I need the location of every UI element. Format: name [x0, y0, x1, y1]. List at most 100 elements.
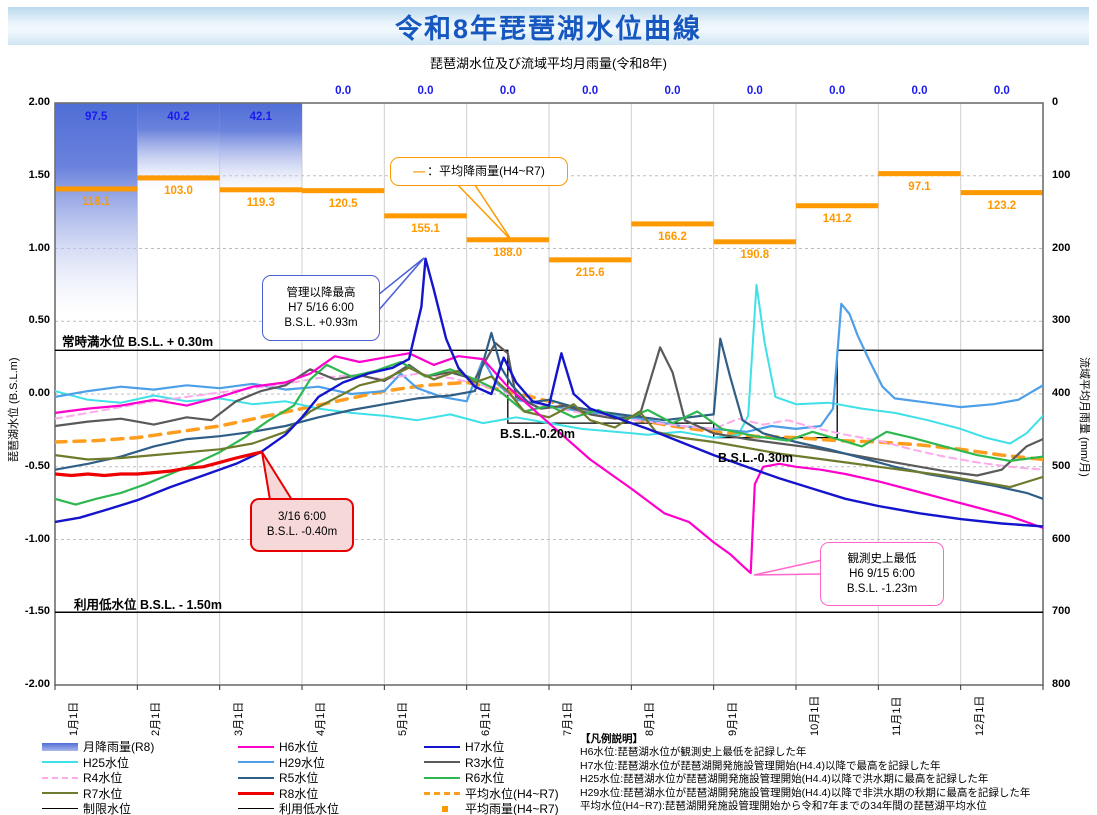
legend-swatch-icon: [42, 761, 78, 764]
water-level-chart: [54, 102, 1044, 690]
right-axis-tick-300: 300: [1052, 314, 1071, 327]
rain-avg-value-4: 120.5: [328, 197, 358, 210]
record-high-callout: 管理以降最高 H7 5/16 6:00 B.S.L. +0.93m: [262, 275, 380, 341]
legend-label: 制限水位: [83, 802, 132, 815]
r8-latest-callout-pointer: [261, 451, 294, 501]
legend-note-line-5: 平均水位(H4~R7):琵琶湖開発施設管理開始から令和7年までの34年間の琵琶湖…: [580, 800, 987, 813]
x-label-5月1日: 5月1日: [397, 701, 410, 736]
rain-avg-segment-2: [137, 175, 220, 181]
rain-avg-segment-1: [55, 186, 138, 192]
legend-label: R6水位: [465, 771, 505, 786]
record-low-callout-pointer: [753, 559, 823, 576]
legend-note-line-2: H7水位:琵琶湖水位が琵琶湖開発施設管理開始(H4.4)以降で最高を記録した年: [580, 759, 941, 772]
right-axis-tick-500: 500: [1052, 459, 1071, 472]
series-R6水位: [55, 360, 1043, 506]
legend-item-R7水位: R7水位: [42, 785, 238, 802]
rain-avg-segment-4: [302, 188, 385, 194]
legend-note-line-4: H29水位:琵琶湖水位が琵琶湖開発施設管理開始(H4.4)以降で非洪水期の秋期に…: [580, 786, 1031, 799]
series-R7水位: [55, 366, 1043, 489]
rain-zero-value-9: 0.0: [746, 85, 763, 97]
rain-avg-value-6: 188.0: [493, 246, 523, 259]
legend-label: 平均水位(H4~R7): [465, 786, 559, 801]
x-label-10月1日: 10月1日: [809, 695, 821, 736]
legend-item-H25水位: H25水位: [42, 754, 238, 771]
legend-label: R4水位: [83, 771, 123, 786]
legend-label: H29水位: [279, 755, 326, 770]
legend-swatch-icon: [424, 761, 460, 764]
rain-zero-value-11: 0.0: [911, 85, 928, 97]
orange-dash-icon: ―: [413, 164, 426, 178]
legend-label: 月降雨量(R8): [83, 740, 155, 755]
right-axis-tick-800: 800: [1052, 678, 1071, 690]
record-high-line1: 管理以降最高: [286, 286, 356, 299]
legend-item-平均雨量(H4~R7): 平均雨量(H4~R7): [424, 800, 594, 815]
bsl-minus030-label: B.S.L.-0.30m: [718, 451, 794, 465]
right-axis-tick-600: 600: [1052, 532, 1071, 545]
right-axis-tick-200: 200: [1052, 241, 1071, 254]
rain-avg-segment-9: [713, 239, 796, 245]
legend-label: R3水位: [465, 755, 505, 770]
x-label-12月1日: 12月1日: [973, 695, 986, 736]
x-label-11月1日: 11月1日: [891, 696, 904, 736]
rain-avg-segment-10: [796, 203, 879, 209]
r8-latest-callout: 3/16 6:00 B.S.L. -0.40m: [250, 498, 354, 552]
legend-item-R3水位: R3水位: [424, 754, 594, 771]
rain-avg-value-10: 141.2: [822, 212, 852, 225]
rain-avg-value-12: 123.2: [987, 199, 1017, 212]
avg-rainfall-callout: ― ：平均降雨量(H4~R7): [390, 157, 568, 186]
record-low-line1: 観測史上最低: [847, 552, 917, 565]
x-label-3月1日: 3月1日: [232, 701, 245, 736]
legend-item-R5水位: R5水位: [238, 769, 424, 786]
legend-label: H6水位: [279, 740, 319, 755]
series-H25水位: [55, 283, 1043, 445]
legend-item-R6水位: R6水位: [424, 769, 594, 786]
legend-note-line-1: H6水位:琵琶湖水位が観測史上最低を記録した年: [580, 746, 807, 759]
rain-avg-value-5: 155.1: [411, 222, 440, 235]
right-axis-tick-0: 0: [1052, 96, 1059, 108]
legend-swatch-icon: [238, 791, 274, 795]
rain-bar-value-2: 40.2: [167, 111, 190, 123]
record-high-line2: H7 5/16 6:00: [288, 301, 354, 314]
rain-avg-value-3: 119.3: [246, 196, 275, 209]
legend-item-月降雨量(R8): 月降雨量(R8): [42, 738, 238, 755]
record-low-line2: H6 9/15 6:00: [849, 567, 915, 580]
record-low-callout: 観測史上最低 H6 9/15 6:00 B.S.L. -1.23m: [820, 542, 944, 606]
rain-zero-value-8: 0.0: [664, 85, 681, 97]
legend-item-H7水位: H7水位: [424, 738, 594, 755]
normal-full-level-label: 常時満水位 B.S.L. + 0.30m: [62, 335, 214, 349]
rain-avg-segment-5: [384, 213, 467, 219]
legend-label: R8水位: [279, 786, 319, 801]
left-axis-tick--1.00: -1.00: [24, 532, 50, 545]
legend-swatch-icon: [238, 808, 274, 810]
left-axis-tick-1.00: 1.00: [28, 241, 50, 254]
rain-avg-value-1: 118.1: [82, 195, 111, 208]
chart-subtitle: 琵琶湖水位及び流域平均月雨量(令和8年): [430, 56, 667, 71]
legend-label: H25水位: [83, 755, 130, 770]
left-axis-title: 琵琶湖水位 (B.S.L.m): [8, 357, 20, 462]
legend-notes-heading: 【凡例説明】: [580, 733, 643, 745]
left-axis-tick-2.00: 2.00: [28, 96, 50, 108]
legend-item-平均水位(H4~R7): 平均水位(H4~R7): [424, 785, 594, 802]
rain-zero-value-10: 0.0: [829, 85, 846, 97]
rain-bar-value-1: 97.5: [84, 111, 108, 123]
avg-rainfall-callout-text: ：平均降雨量(H4~R7): [427, 164, 545, 178]
right-axis-tick-700: 700: [1052, 605, 1071, 618]
legend-swatch-icon: [238, 761, 274, 764]
series-H6水位: [55, 352, 1043, 575]
legend-swatch-icon: [42, 776, 78, 779]
rain-zero-value-7: 0.0: [582, 85, 599, 97]
series-R8水位: [55, 450, 263, 478]
page-title: 令和8年琵琶湖水位曲線: [394, 13, 703, 44]
legend-label: R7水位: [83, 786, 123, 801]
rain-avg-segment-7: [549, 257, 632, 263]
left-axis-tick-1.50: 1.50: [28, 168, 50, 181]
legend-swatch-icon: [238, 745, 274, 748]
record-low-line3: B.S.L. -1.23m: [846, 582, 918, 595]
x-label-9月1日: 9月1日: [726, 701, 739, 736]
legend-item-利用低水位: 利用低水位: [238, 800, 424, 815]
rain-bar-value-3: 42.1: [249, 111, 273, 123]
legend-notes: 【凡例説明】 H6水位:琵琶湖水位が観測史上最低を記録した年 H7水位:琵琶湖水位…: [580, 733, 1095, 813]
rain-avg-segment-8: [631, 221, 714, 227]
rain-avg-segment-12: [960, 190, 1043, 196]
rain-avg-value-11: 97.1: [908, 180, 931, 193]
